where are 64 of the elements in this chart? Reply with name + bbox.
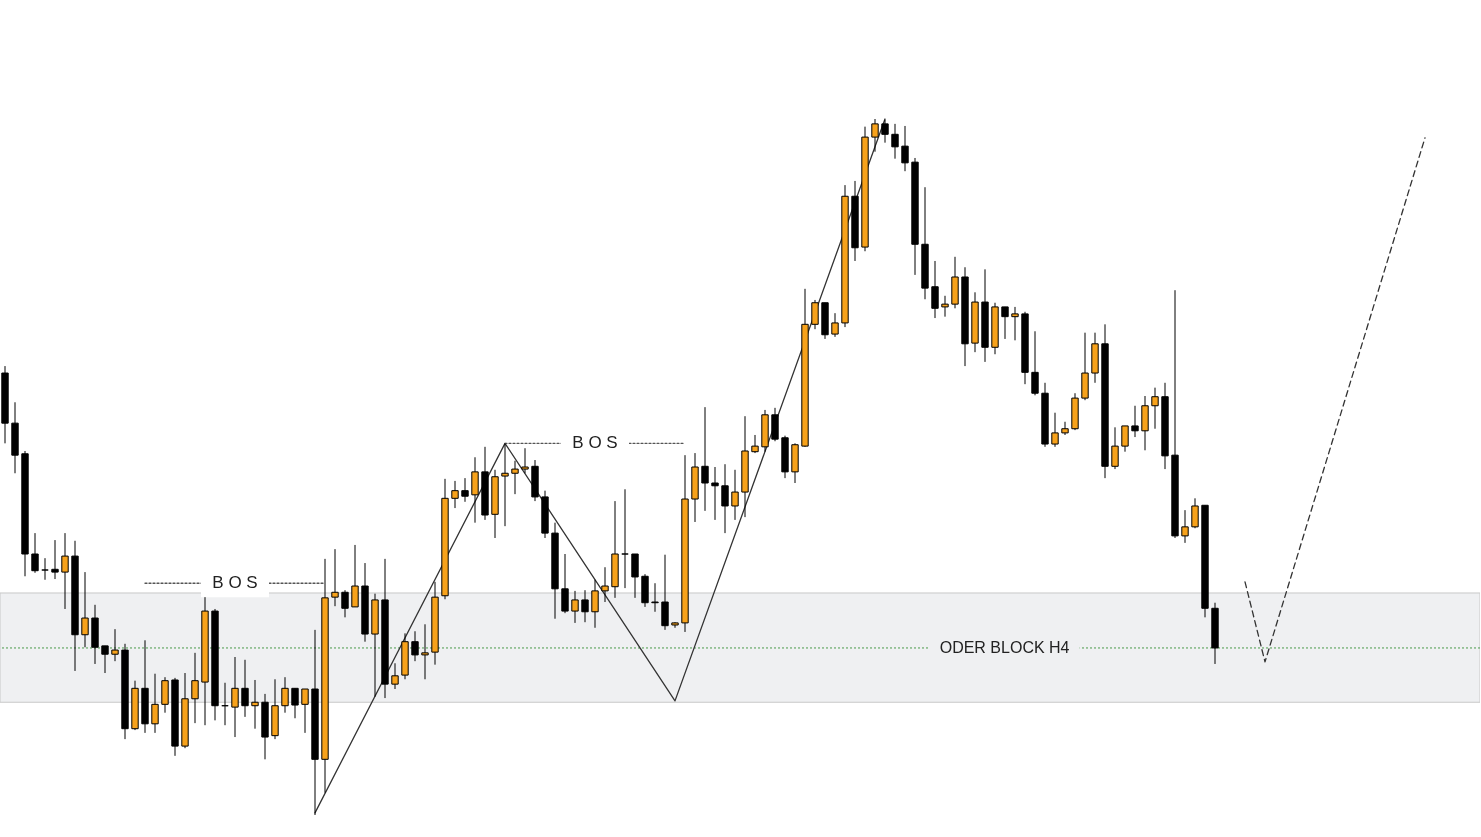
candlestick	[231, 656, 239, 738]
candlestick	[881, 119, 889, 144]
candlestick	[1121, 425, 1129, 453]
series-label: B O S	[572, 433, 618, 453]
candlestick	[751, 434, 759, 454]
candlestick	[1031, 330, 1039, 396]
band-label: ODER BLOCK H4	[939, 638, 1070, 656]
series-label: B O S	[212, 573, 258, 593]
candlestick	[871, 118, 879, 153]
candlestick	[1001, 306, 1009, 340]
candlestick	[701, 406, 709, 512]
candlestick	[651, 582, 659, 613]
candlestick	[601, 566, 609, 603]
candlestick	[1051, 412, 1059, 448]
candlestick	[571, 590, 579, 624]
candlestick	[411, 630, 419, 662]
candlestick	[521, 447, 529, 474]
candlestick	[731, 469, 739, 521]
candlestick	[581, 589, 589, 623]
candlestick	[291, 687, 299, 719]
candlestick	[61, 532, 69, 610]
candlestick	[111, 628, 119, 662]
candlestick	[931, 260, 939, 319]
candlestick	[471, 456, 479, 524]
candlestick	[721, 463, 729, 534]
candlestick	[281, 676, 289, 714]
candlestick	[811, 299, 819, 330]
candlestick	[191, 652, 199, 724]
candlestick	[251, 679, 259, 730]
candlestick	[1191, 497, 1199, 529]
candlestick	[241, 659, 249, 718]
candlestick	[101, 645, 109, 674]
candlestick	[1011, 306, 1019, 341]
candlestick	[501, 442, 509, 527]
candlestick	[51, 539, 59, 580]
candlestick	[1131, 405, 1139, 438]
candlestick	[511, 460, 519, 495]
candlestick	[301, 688, 309, 734]
candlestick	[1151, 387, 1159, 430]
candlestick	[151, 673, 159, 734]
candlestick	[831, 312, 839, 338]
candlestick	[331, 548, 339, 607]
candlestick	[1061, 421, 1069, 436]
candlestick	[891, 123, 899, 160]
candlestick	[1111, 426, 1119, 470]
candlestick	[161, 676, 169, 714]
candlestick	[631, 553, 639, 599]
candlestick	[391, 662, 399, 690]
candlestick	[621, 488, 629, 589]
candlestick	[41, 557, 49, 581]
candlestick	[31, 532, 39, 574]
candlestick	[81, 571, 89, 648]
candlestick	[901, 125, 909, 172]
candlestick	[561, 553, 569, 614]
candlestick	[941, 295, 949, 318]
candlestick	[591, 579, 599, 629]
candlestick	[1181, 509, 1189, 544]
candlestick	[661, 554, 669, 631]
candlestick	[711, 466, 719, 521]
candlestick	[451, 480, 459, 509]
candlestick	[421, 623, 429, 680]
candlestick	[341, 589, 349, 618]
candlestick	[461, 477, 469, 503]
candlestick	[351, 544, 359, 608]
